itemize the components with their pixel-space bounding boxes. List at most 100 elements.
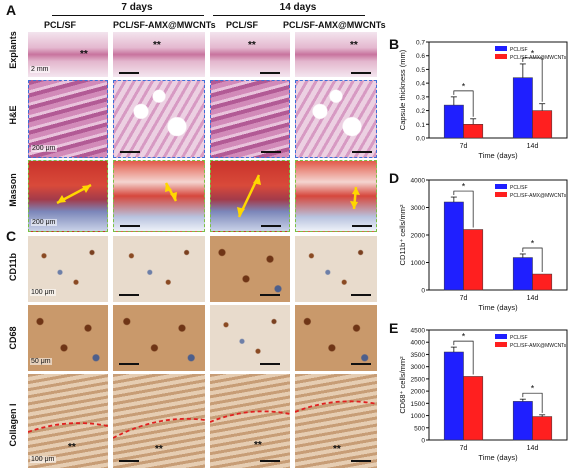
scale-bar [260, 72, 280, 74]
scale-bar [261, 151, 281, 153]
y-tick-label: 0.4 [416, 81, 425, 88]
scale-label-masson: 200 μm [31, 219, 57, 226]
image-cd11b-7d-pclsf: 100 μm [28, 236, 108, 302]
group-header-7days: 7 days [121, 2, 153, 13]
y-axis-label: CD11b⁺ cells/mm² [398, 204, 407, 265]
row-label-cd68: CD68 [8, 326, 18, 350]
scale-bar [261, 225, 281, 227]
group-underline-7days [52, 15, 204, 16]
y-tick-label: 0.1 [416, 122, 425, 129]
asterisks: ** [80, 49, 88, 60]
scale-bar [352, 151, 372, 153]
significance-asterisk: * [531, 48, 535, 58]
bar [463, 376, 484, 441]
significance-asterisk: * [531, 384, 535, 394]
y-tick-label: 0.2 [416, 108, 425, 115]
significance-bracket [453, 340, 474, 375]
image-collagen-7d-amx: ** [113, 374, 205, 468]
y-tick-label: 3000 [411, 364, 426, 371]
image-cd68-7d-pclsf: 50 μm [28, 305, 108, 371]
scale-bar [120, 225, 140, 227]
image-explant-14d-pclsf: ** [210, 32, 290, 77]
y-tick-label: 500 [414, 425, 425, 432]
x-tick-label: 7d [460, 445, 468, 452]
legend-entry: PCL/SF-AMX@MWCNTs [510, 55, 567, 61]
image-collagen-14d-amx: ** [295, 374, 377, 468]
image-he-7d-pclsf: 200 μm [28, 80, 108, 158]
y-tick-label: 4000 [411, 178, 426, 185]
bar [463, 229, 484, 291]
scale-bar [351, 363, 371, 365]
scale-bar [119, 363, 139, 365]
legend-entry: PCL/SF-AMX@MWCNTs [510, 193, 567, 199]
asterisks: ** [350, 40, 358, 51]
image-cd68-14d-amx [295, 305, 377, 371]
legend-entry: PCL/SF [510, 47, 528, 53]
x-axis-label: Time (days) [478, 453, 518, 462]
legend-swatch [495, 184, 507, 189]
group-underline-14days [213, 15, 365, 16]
y-tick-label: 2000 [411, 233, 426, 240]
panel-label-c: C [6, 228, 17, 244]
x-tick-label: 14d [527, 295, 539, 302]
legend-swatch [495, 334, 507, 339]
row-label-he: H&E [8, 105, 18, 125]
y-tick-label: 0.3 [416, 94, 425, 101]
significance-asterisk: * [462, 332, 466, 342]
legend-swatch [495, 342, 507, 347]
group-header-14days: 14 days [279, 2, 317, 13]
arrow-icon [56, 183, 92, 205]
significance-bracket [522, 392, 543, 413]
x-axis-label: Time (days) [478, 303, 518, 312]
scale-bar [119, 294, 139, 296]
image-masson-14d-amx [295, 160, 377, 232]
image-explant-7d-amx: ** [113, 32, 205, 77]
asterisks: ** [155, 444, 163, 455]
significance-bracket [453, 190, 474, 228]
image-he-14d-amx [295, 80, 377, 158]
scale-bar [260, 363, 280, 365]
image-explant-14d-amx: ** [295, 32, 377, 77]
row-label-collagen: Collagen I [8, 403, 18, 447]
y-tick-label: 0 [421, 288, 425, 295]
scale-bar [120, 151, 140, 153]
y-tick-label: 3000 [411, 205, 426, 212]
dashed-boundary [28, 422, 108, 433]
bar [512, 257, 533, 291]
scale-bar [351, 460, 371, 462]
y-tick-label: 4500 [411, 328, 426, 335]
x-tick-label: 7d [460, 143, 468, 150]
x-axis-label: Time (days) [478, 151, 518, 160]
scale-label-cd11b: 100 μm [30, 289, 56, 296]
y-tick-label: 1000 [411, 413, 426, 420]
image-collagen-14d-pclsf: ** [210, 374, 290, 468]
y-tick-label: 1500 [411, 401, 426, 408]
bar [532, 110, 553, 139]
image-he-14d-pclsf [210, 80, 290, 158]
chart-cd68: 0 500 1000 1500 2000 2500 3000 3500 4000 4500 CD68… [398, 328, 568, 462]
arrow-icon [350, 186, 360, 210]
y-tick-label: 0.5 [416, 67, 425, 74]
asterisks: ** [68, 442, 76, 453]
scale-bar [119, 72, 139, 74]
legend-entry: PCL/SF-AMX@MWCNTs [510, 343, 567, 349]
image-explant-7d-pclsf: ** 2 mm [28, 32, 108, 77]
y-tick-label: 2000 [411, 389, 426, 396]
column-header-2: PCL/SF-AMX@MWCNTs [113, 20, 216, 30]
chart-capsule-thickness: 0.0 0.1 0.2 0.3 0.4 0.5 0.6 0.7 Capsule thicknes… [398, 40, 568, 160]
scale-bar [351, 294, 371, 296]
y-tick-label: 3500 [411, 352, 426, 359]
scale-bar [351, 72, 371, 74]
y-axis-label: CD68⁺ cells/mm² [398, 356, 407, 414]
dashed-boundary [295, 400, 377, 413]
row-label-masson: Masson [8, 173, 18, 207]
x-tick-label: 14d [527, 143, 539, 150]
plot-frame [428, 329, 568, 441]
dashed-boundary [210, 410, 290, 423]
chart-cd11b: 0 1000 2000 3000 4000 CD11b⁺ cells/mm² Time (d… [398, 178, 568, 312]
significance-asterisk: * [531, 238, 535, 248]
column-header-3: PCL/SF [225, 20, 258, 30]
scale-label-explants: 2 mm [30, 66, 50, 73]
y-tick-label: 4000 [411, 340, 426, 347]
arrow-icon [164, 182, 178, 202]
